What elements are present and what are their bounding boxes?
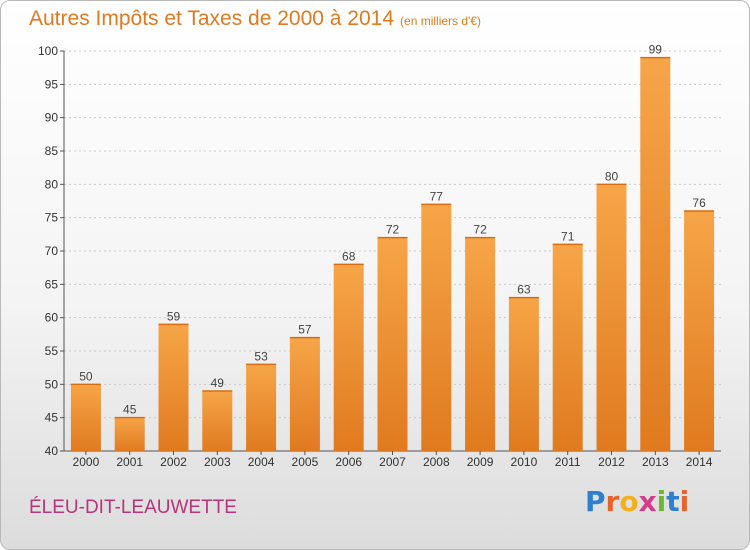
chart-unit-note: (en milliers d'€) [400,14,482,28]
y-tick-label: 70 [45,244,59,258]
data-label-2007: 72 [386,223,400,237]
data-label-2008: 77 [430,189,444,203]
bar-2006 [333,264,364,451]
y-tick-label: 65 [45,277,59,291]
bar-2009 [465,237,496,451]
data-label-2001: 45 [123,403,137,417]
logo-letter: t [666,485,680,518]
y-tick-label: 50 [45,377,59,391]
x-tick-label-2009: 2009 [467,455,494,469]
y-tick-label: 60 [45,311,59,325]
bar-2007 [377,237,408,451]
y-tick-label: 85 [45,144,59,158]
logo-letter: x [638,485,657,518]
chart-title-text: Autres Impôts et Taxes de 2000 à 2014 [29,7,395,30]
x-tick-label-2003: 2003 [204,455,231,469]
logo-letter: i [656,485,667,518]
x-tick-label-2014: 2014 [686,455,713,469]
data-label-2002: 59 [167,309,181,323]
x-tick-label-2008: 2008 [423,455,450,469]
x-tick-label-2013: 2013 [642,455,669,469]
data-label-2012: 80 [605,169,619,183]
x-tick-label-2000: 2000 [73,455,100,469]
data-label-2006: 68 [342,249,356,263]
y-tick-label: 90 [45,111,59,125]
bar-2010 [508,297,539,451]
bar-2013 [640,57,671,452]
x-tick-label-2004: 2004 [248,455,275,469]
chart-title: Autres Impôts et Taxes de 2000 à 2014 (en… [29,7,481,31]
data-label-2011: 71 [561,229,575,243]
y-tick-label: 75 [45,211,59,225]
bar-2004 [246,364,277,451]
bar-2005 [289,337,320,451]
bar-2001 [114,417,145,451]
data-label-2009: 72 [473,223,487,237]
logo-letter: P [585,485,606,518]
proxiti-logo[interactable]: Proxiti [585,485,689,518]
y-tick-label: 95 [45,77,59,91]
y-tick-label: 100 [38,44,58,58]
data-label-2004: 53 [254,349,268,363]
data-label-2003: 49 [211,376,225,390]
y-tick-label: 55 [45,344,59,358]
data-label-2010: 63 [517,283,531,297]
logo-letter: o [619,485,639,518]
bar-2012 [596,184,627,452]
bar-2000 [70,384,101,451]
commune-name: ÉLEU-DIT-LEAUWETTE [29,497,237,518]
y-tick-label: 40 [45,444,59,458]
x-tick-label-2012: 2012 [598,455,625,469]
y-tick-label: 45 [45,411,59,425]
bar-2002 [158,324,189,451]
labels: 40 45 50 55 60 65 70 75 80 85 90 95 100 50 2000 45 2001 5… [38,43,713,469]
bar-2008 [421,204,452,451]
x-tick-label-2010: 2010 [511,455,538,469]
data-label-2013: 99 [649,43,663,57]
x-tick-label-2002: 2002 [160,455,187,469]
x-tick-label-2001: 2001 [116,455,143,469]
x-tick-label-2007: 2007 [379,455,406,469]
data-label-2014: 76 [692,196,706,210]
x-tick-label-2005: 2005 [292,455,319,469]
bars [70,56,715,452]
bar-2014 [684,211,715,451]
bar-2011 [552,244,583,451]
y-tick-label: 80 [45,177,59,191]
x-tick-label-2011: 2011 [555,455,581,469]
data-label-2005: 57 [298,323,312,337]
bar-2003 [202,391,233,451]
logo-letter: i [679,485,690,518]
logo-letter: r [605,485,620,518]
data-label-2000: 50 [79,369,93,383]
x-tick-label-2006: 2006 [335,455,362,469]
